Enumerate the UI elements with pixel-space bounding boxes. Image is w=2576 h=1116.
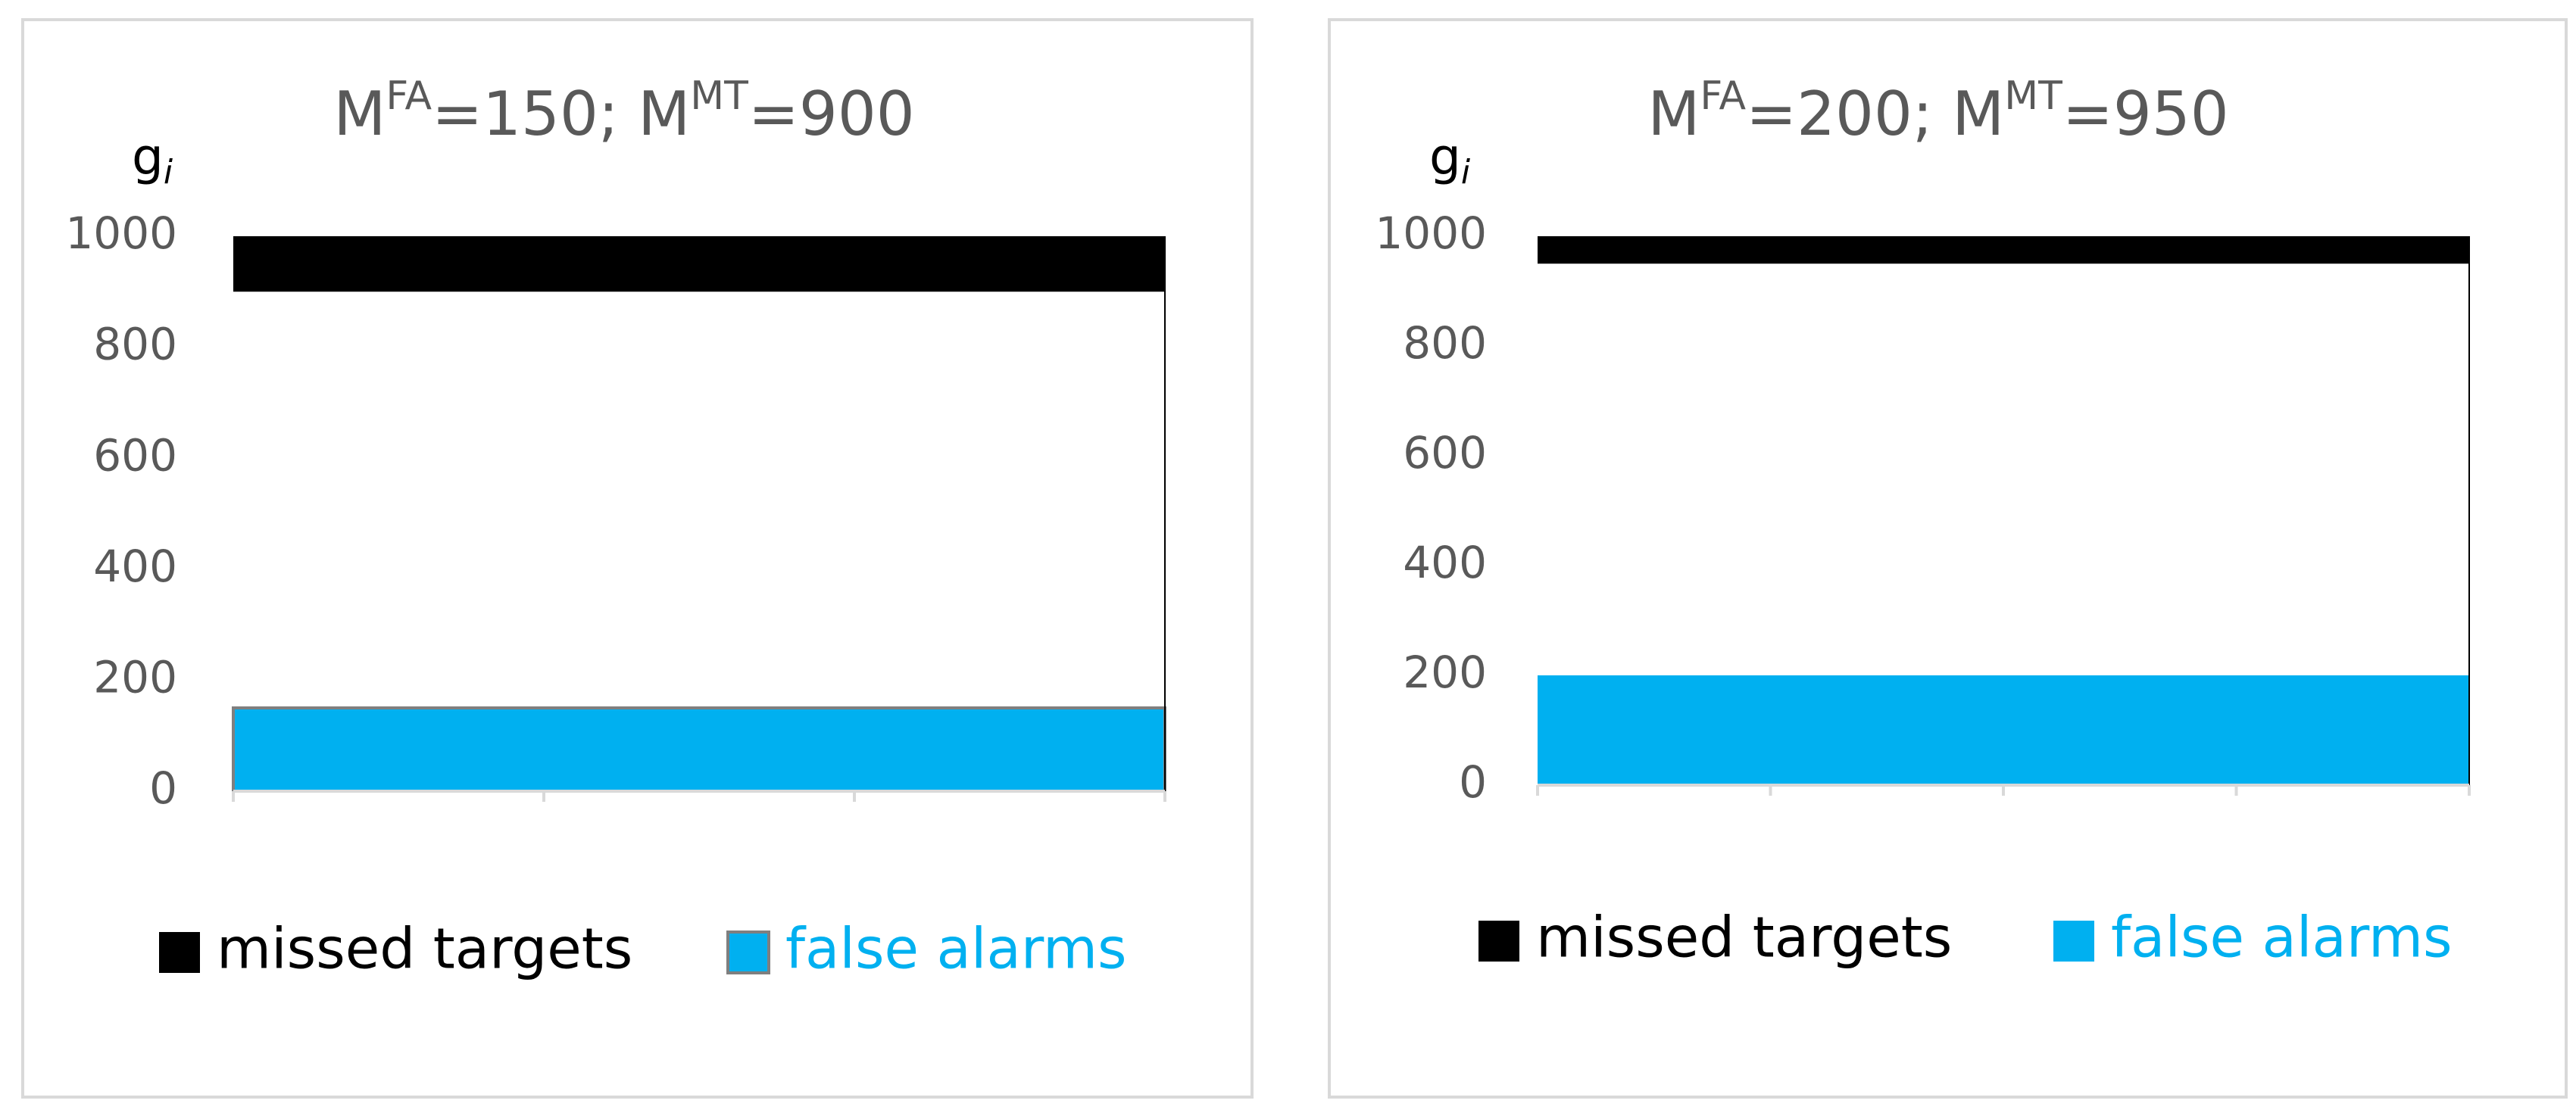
legend-marker xyxy=(2053,921,2094,962)
y-tick-label: 800 xyxy=(1403,317,1487,369)
title-text: =950 xyxy=(2062,79,2229,149)
title-superscript: FA xyxy=(386,73,432,119)
panel-frame xyxy=(1328,18,2568,1099)
title-text: =200; M xyxy=(1746,79,2004,149)
area-band xyxy=(1538,236,2469,264)
y-label-subscript: i xyxy=(164,153,173,192)
legend-marker xyxy=(726,931,770,974)
y-tick-label: 600 xyxy=(1403,427,1487,479)
y-label-main: g xyxy=(132,128,164,186)
title-superscript: MT xyxy=(690,73,748,119)
legend-label: false alarms xyxy=(2111,906,2453,971)
panel-frame xyxy=(21,18,1254,1099)
chart-title: MFA=150; MMT=900 xyxy=(333,73,914,149)
area-band xyxy=(233,236,1165,292)
title-text: M xyxy=(1647,79,1700,149)
legend-marker xyxy=(1478,921,1519,962)
chart-title: MFA=200; MMT=950 xyxy=(1647,73,2228,149)
legend-label: false alarms xyxy=(785,917,1127,982)
legend-marker xyxy=(159,932,200,973)
y-tick-label: 600 xyxy=(93,429,177,481)
area-band xyxy=(232,706,1166,793)
title-superscript: FA xyxy=(1700,73,1746,119)
title-text: =150; M xyxy=(432,79,690,149)
y-tick-label: 400 xyxy=(1403,537,1487,588)
y-tick-label: 400 xyxy=(93,541,177,592)
y-axis-label: gi xyxy=(132,128,173,192)
y-tick-label: 800 xyxy=(93,319,177,370)
legend-label: missed targets xyxy=(217,917,632,982)
title-superscript: MT xyxy=(2004,73,2062,119)
y-axis-label: gi xyxy=(1429,128,1471,192)
y-tick-label: 1000 xyxy=(1375,207,1487,259)
legend-label: missed targets xyxy=(1536,906,1952,971)
y-tick-label: 0 xyxy=(1459,756,1487,808)
y-tick-label: 1000 xyxy=(65,207,177,259)
y-tick-label: 200 xyxy=(1403,647,1487,698)
y-label-main: g xyxy=(1429,128,1461,186)
title-text: M xyxy=(333,79,386,149)
area-band xyxy=(1538,675,2469,785)
title-text: =900 xyxy=(748,79,915,149)
y-tick-label: 200 xyxy=(93,652,177,703)
y-tick-label: 0 xyxy=(149,762,177,814)
y-label-subscript: i xyxy=(1461,153,1471,192)
